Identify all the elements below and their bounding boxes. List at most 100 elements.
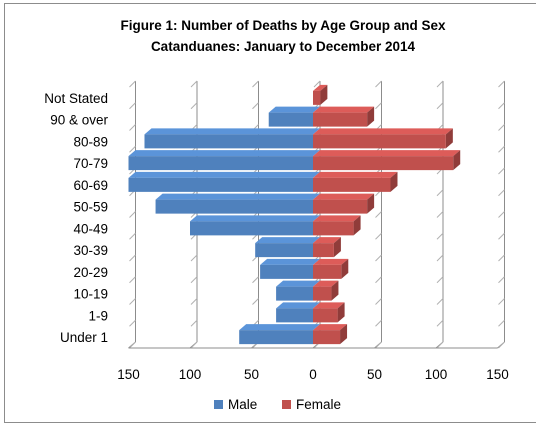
- bar-front: [313, 112, 368, 127]
- grid-hatch: [129, 124, 136, 131]
- grid-hatch: [498, 80, 505, 88]
- male-bar: [260, 258, 320, 279]
- grid-hatch: [252, 80, 259, 88]
- bar-front: [313, 134, 446, 149]
- grid-hatch: [436, 232, 444, 240]
- bar-top: [155, 193, 320, 200]
- bar-side: [367, 106, 375, 127]
- grid-hatch: [436, 254, 444, 262]
- female-bar: [313, 280, 339, 301]
- female-legend-swatch: [282, 400, 291, 409]
- grid-hatch: [498, 145, 505, 153]
- grid-hatch: [498, 124, 505, 131]
- grid-hatch: [375, 276, 382, 284]
- female-bar: [313, 128, 453, 149]
- grid-hatch: [436, 298, 444, 305]
- female-bar: [313, 106, 375, 127]
- x-tick-label: 0: [309, 367, 317, 382]
- bar-front: [276, 308, 313, 323]
- x-tick-labels: 150 100 50 0 50 100 150: [117, 367, 509, 382]
- category-label: 30-39: [73, 243, 108, 258]
- grid-hatch: [375, 211, 382, 218]
- bar-top: [268, 106, 320, 113]
- grid-hatch: [375, 254, 382, 262]
- category-label: 60-69: [73, 178, 108, 193]
- grid-hatch: [436, 189, 444, 197]
- bar-top: [313, 280, 339, 287]
- female-bar: [313, 84, 328, 105]
- grid-hatch: [375, 341, 382, 349]
- bar-side: [337, 302, 345, 323]
- bar-front: [128, 177, 313, 192]
- grid-hatch: [129, 254, 136, 262]
- grid-hatch: [252, 298, 259, 305]
- category-label: 40-49: [73, 221, 108, 236]
- bar-front: [144, 134, 313, 149]
- grid-hatch: [498, 319, 505, 327]
- grid-hatch: [498, 298, 505, 305]
- bar-front: [155, 199, 313, 214]
- male-bar: [144, 128, 320, 149]
- bar-side: [353, 215, 361, 236]
- grid-hatch: [190, 298, 198, 305]
- bar-side: [390, 171, 398, 192]
- bar-top: [313, 258, 349, 265]
- grid-hatch: [190, 80, 198, 88]
- x-tick-label: 150: [486, 367, 509, 382]
- bar-front: [239, 330, 313, 345]
- bar-front: [313, 264, 342, 279]
- category-label: 50-59: [73, 200, 108, 215]
- grid-hatch: [375, 232, 382, 240]
- grid-hatch: [313, 80, 321, 88]
- bar-side: [453, 150, 461, 171]
- bar-side: [367, 193, 375, 214]
- bar-top: [313, 237, 341, 244]
- grid-hatch: [375, 102, 382, 110]
- grid-hatch: [375, 298, 382, 305]
- bar-top: [128, 171, 320, 178]
- bar-top: [260, 258, 320, 265]
- grid-hatch: [129, 276, 136, 284]
- grid-hatch: [498, 211, 505, 218]
- grid-hatch: [436, 319, 444, 327]
- female-legend-label: Female: [296, 397, 341, 412]
- bar-top: [144, 128, 320, 135]
- category-label: Under 1: [60, 330, 108, 345]
- grid-hatch: [498, 232, 505, 240]
- grid-hatch: [252, 102, 259, 110]
- bar-front: [268, 112, 313, 127]
- bar-top: [276, 280, 320, 287]
- bar-top: [128, 150, 320, 157]
- male-bar: [268, 106, 320, 127]
- grid-hatch: [190, 276, 198, 284]
- bar-top: [313, 171, 398, 178]
- grid-hatch: [436, 211, 444, 218]
- male-bar: [276, 302, 320, 323]
- chart-frame: [4, 3, 536, 423]
- bar-side: [340, 324, 348, 345]
- grid-hatch: [129, 298, 136, 305]
- bar-side: [320, 84, 328, 105]
- bar-side: [333, 237, 341, 258]
- bar-side: [341, 258, 349, 279]
- bars: [128, 84, 461, 345]
- bar-front: [276, 286, 313, 301]
- bar-front: [190, 221, 313, 236]
- female-bar: [313, 193, 375, 214]
- bar-front: [313, 156, 454, 171]
- female-bar: [313, 150, 461, 171]
- grid-hatch: [498, 102, 505, 110]
- bar-front: [313, 286, 332, 301]
- bar-front: [313, 308, 338, 323]
- grid-hatch: [129, 319, 136, 327]
- grid-hatch: [190, 102, 198, 110]
- grid-hatch: [252, 276, 259, 284]
- male-bar: [190, 215, 320, 236]
- category-label: 1-9: [88, 308, 108, 323]
- male-bar: [128, 150, 320, 171]
- bar-top: [313, 128, 453, 135]
- bar-front: [313, 199, 368, 214]
- grid-hatch: [436, 80, 444, 88]
